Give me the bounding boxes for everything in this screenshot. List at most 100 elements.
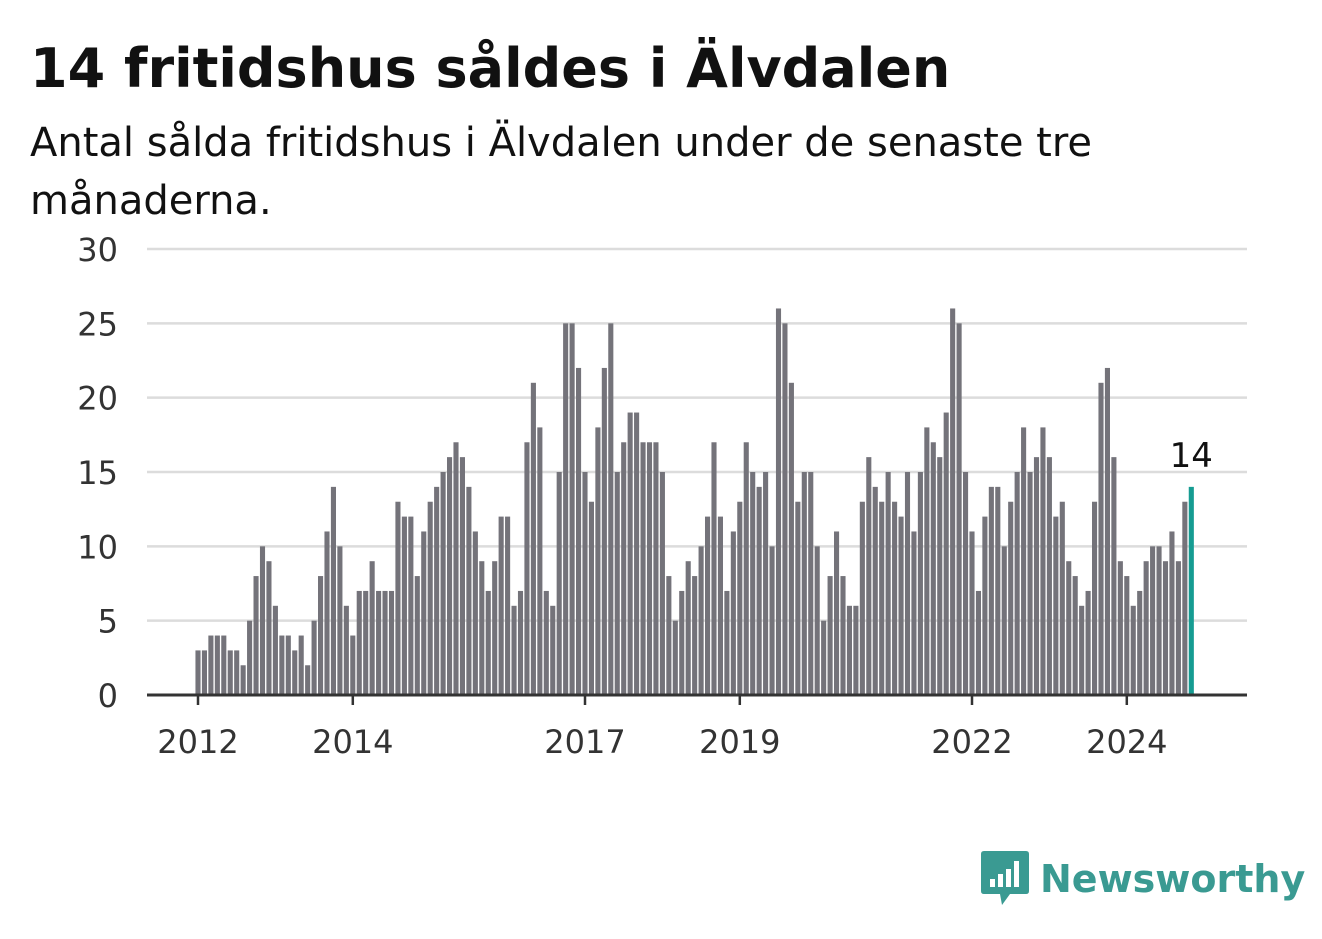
bar xyxy=(659,472,665,695)
bar xyxy=(788,382,794,695)
bar xyxy=(569,323,575,695)
bar xyxy=(318,576,324,695)
bar xyxy=(930,442,936,695)
bar xyxy=(330,486,336,695)
bar xyxy=(685,561,691,695)
bar xyxy=(453,442,459,695)
bar xyxy=(834,531,840,695)
bar xyxy=(1001,546,1007,695)
bar xyxy=(879,501,885,695)
bar xyxy=(801,472,807,695)
bar xyxy=(266,561,272,695)
bar xyxy=(917,472,923,695)
bar xyxy=(924,427,930,695)
bar xyxy=(679,590,685,695)
bar xyxy=(498,516,504,695)
bar xyxy=(1104,367,1110,695)
bar xyxy=(227,650,233,695)
bar xyxy=(582,472,588,695)
bar xyxy=(904,472,911,695)
bar xyxy=(885,472,891,695)
bar xyxy=(937,457,943,695)
bar xyxy=(1008,501,1014,695)
bar xyxy=(537,427,543,695)
y-tick-label: 15 xyxy=(77,454,118,492)
bar xyxy=(363,590,369,695)
bar xyxy=(866,457,872,695)
bar xyxy=(530,382,536,695)
bar xyxy=(434,486,440,695)
bar xyxy=(1040,427,1046,695)
y-tick-label: 25 xyxy=(77,305,118,343)
bar xyxy=(640,442,646,695)
bar xyxy=(737,501,743,695)
chart-title: 14 fritidshus såldes i Älvdalen xyxy=(30,37,951,100)
bar xyxy=(1156,546,1162,695)
y-tick-label: 20 xyxy=(77,380,118,418)
bar-chart: 0 5 10 15 20 25 30 14 2012 2014 2017 2019 2022 2024 xyxy=(77,231,1247,761)
x-tick-label: 2019 xyxy=(699,723,780,761)
bar xyxy=(988,486,994,695)
bar xyxy=(459,457,465,695)
bar xyxy=(653,442,659,695)
bar xyxy=(1169,531,1175,695)
x-tick-label: 2024 xyxy=(1086,723,1167,761)
bar xyxy=(730,531,736,695)
bar xyxy=(563,323,569,695)
bar xyxy=(763,472,769,695)
bar xyxy=(259,546,266,695)
bar xyxy=(1143,561,1149,695)
bar xyxy=(840,576,846,695)
bar xyxy=(1085,590,1091,695)
bar xyxy=(1059,501,1065,695)
x-tick-label: 2014 xyxy=(312,723,393,761)
bar xyxy=(240,665,246,695)
bar xyxy=(698,546,704,695)
bar xyxy=(440,472,446,695)
bar xyxy=(1066,561,1072,695)
bar xyxy=(272,605,278,695)
bar xyxy=(621,442,627,695)
bar xyxy=(1072,576,1078,695)
bar xyxy=(279,635,285,695)
bar xyxy=(408,516,414,695)
bar xyxy=(769,546,775,695)
bar xyxy=(511,605,517,695)
bar xyxy=(814,546,820,695)
bar xyxy=(775,308,782,695)
bar xyxy=(492,561,498,695)
x-tick-label: 2017 xyxy=(544,723,625,761)
bar xyxy=(911,531,917,695)
bar xyxy=(1137,590,1143,695)
bar xyxy=(247,620,253,695)
bar xyxy=(324,531,330,695)
bar xyxy=(1162,561,1169,695)
bar xyxy=(982,516,988,695)
brand-name: Newsworthy xyxy=(1040,857,1306,901)
bar xyxy=(1027,472,1033,695)
bar xyxy=(963,472,969,695)
bar-highlight xyxy=(1188,486,1194,695)
bar xyxy=(634,412,640,695)
bar xyxy=(1014,472,1020,695)
bar xyxy=(705,516,711,695)
bar xyxy=(479,561,485,695)
bar xyxy=(1117,561,1123,695)
bar xyxy=(743,442,749,695)
bar xyxy=(401,516,407,695)
bar xyxy=(1111,457,1117,695)
bar xyxy=(472,531,478,695)
bar xyxy=(356,590,362,695)
bar xyxy=(588,501,594,695)
bar-value-label: 14 xyxy=(1170,436,1213,476)
bar xyxy=(517,590,524,695)
bar xyxy=(447,457,453,695)
bar xyxy=(627,412,633,695)
bar xyxy=(311,620,317,695)
bar xyxy=(427,501,433,695)
bar xyxy=(808,472,814,695)
bar xyxy=(1130,605,1136,695)
bar xyxy=(395,501,401,695)
bar xyxy=(369,561,375,695)
bar xyxy=(821,620,827,695)
